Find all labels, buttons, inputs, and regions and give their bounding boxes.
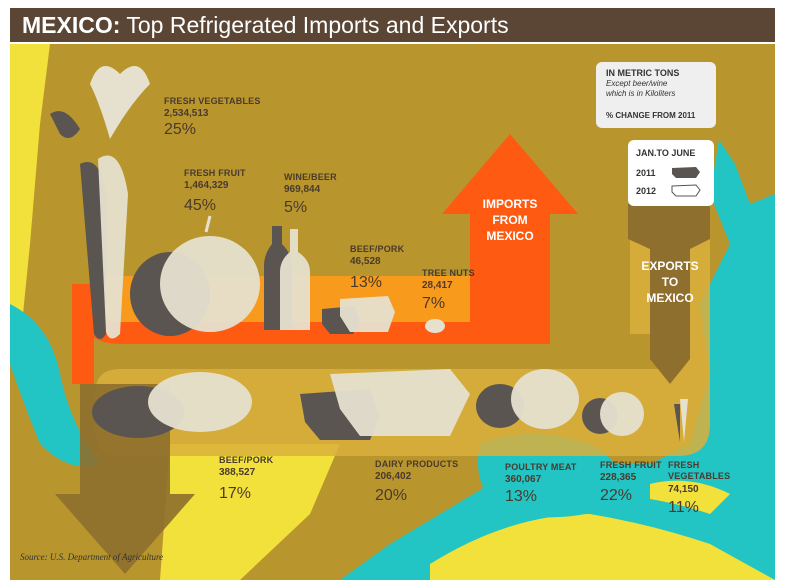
cattle-icon-small xyxy=(322,296,395,334)
pig-icon xyxy=(92,372,252,438)
import-value-beef: 46,528 xyxy=(350,256,381,267)
import-change-beef: 13% xyxy=(350,274,383,291)
export-change-poultry: 13% xyxy=(505,488,538,505)
unit-note: Except beer/wine which is in Kiloliters xyxy=(606,79,675,99)
fruit-icon-large xyxy=(130,215,260,336)
map-svg xyxy=(10,44,775,580)
title-rest: Top Refrigerated Imports and Exports xyxy=(120,12,509,38)
imports-arrow-line-2: FROM xyxy=(492,213,528,227)
period-legend: JAN.TO JUNE 2011 2012 xyxy=(628,140,714,206)
year-2012-label: 2012 xyxy=(636,186,657,196)
land-mexico xyxy=(160,444,340,580)
source-note: Source: U.S. Department of Agriculture xyxy=(20,552,164,562)
export-change-fruit: 22% xyxy=(600,487,633,504)
year-2011-label: 2011 xyxy=(636,168,656,178)
title-bar: MEXICO: Top Refrigerated Imports and Exp… xyxy=(10,8,775,42)
export-change-beef: 17% xyxy=(219,485,252,502)
unit-legend: IN METRIC TONS Except beer/wine which is… xyxy=(596,62,716,128)
cow-2012-icon xyxy=(671,184,701,197)
unit-line: IN METRIC TONS xyxy=(606,68,680,78)
unit-note-1: Except beer/wine xyxy=(606,79,668,88)
import-label-nuts: TREE NUTS xyxy=(422,268,475,278)
period-label: JAN.TO JUNE xyxy=(636,148,696,158)
exports-arrow-line-2: TO xyxy=(661,275,679,289)
vegetables-icon-small xyxy=(674,399,688,442)
import-value-wine: 969,844 xyxy=(284,184,321,195)
export-value-poultry: 360,067 xyxy=(505,474,542,485)
unit-note-2: which is in Kiloliters xyxy=(606,89,676,98)
import-change-fruit: 45% xyxy=(184,197,217,214)
land-northeast xyxy=(620,44,775,204)
vegetables-icon-large xyxy=(50,66,150,339)
title-bold: MEXICO: xyxy=(22,12,121,38)
nut-icon xyxy=(425,319,445,333)
cow-icon xyxy=(300,369,470,440)
map-background xyxy=(10,44,775,580)
land-cuba xyxy=(650,480,730,514)
export-value-fruit: 228,365 xyxy=(600,472,637,483)
exports-arrow-line-1: EXPORTS xyxy=(641,259,699,273)
import-label-fruit: FRESH FRUIT xyxy=(184,168,246,178)
imports-arrow-label: IMPORTS FROM MEXICO xyxy=(470,196,550,244)
export-label-beef: BEEF/PORK xyxy=(219,455,274,465)
export-value-vegetables: 74,150 xyxy=(668,484,699,495)
change-note: % CHANGE FROM 2011 xyxy=(606,111,696,120)
import-label-beef: BEEF/PORK xyxy=(350,244,405,254)
export-label-poultry: POULTRY MEAT xyxy=(505,462,577,472)
bottles-icon xyxy=(264,226,310,330)
imports-arrow-line-3: MEXICO xyxy=(486,229,534,243)
imports-arrow-tail-vertical xyxy=(72,284,94,384)
export-label-fruit: FRESH FRUIT xyxy=(600,460,662,470)
import-change-wine: 5% xyxy=(284,199,308,216)
page-title: MEXICO: Top Refrigerated Imports and Exp… xyxy=(22,12,509,38)
import-value-vegetables: 2,534,513 xyxy=(164,108,209,119)
import-value-nuts: 28,417 xyxy=(422,280,453,291)
import-value-fruit: 1,464,329 xyxy=(184,180,229,191)
import-change-vegetables: 25% xyxy=(164,121,197,138)
export-value-dairy: 206,402 xyxy=(375,471,412,482)
chicken-icon xyxy=(476,369,579,429)
export-change-dairy: 20% xyxy=(375,487,408,504)
imports-arrow-line-1: IMPORTS xyxy=(482,197,538,211)
sea-pacific xyxy=(10,304,100,467)
land-west-coast xyxy=(10,44,50,364)
import-change-nuts: 7% xyxy=(422,295,446,312)
import-label-vegetables: FRESH VEGETABLES xyxy=(164,96,261,106)
exports-arrow-line-3: MEXICO xyxy=(646,291,694,305)
export-label-vegetables: FRESH VEGETABLES xyxy=(668,460,731,481)
exports-arrow-label: EXPORTS TO MEXICO xyxy=(630,258,710,306)
import-label-wine: WINE/BEER xyxy=(284,172,337,182)
export-value-beef: 388,527 xyxy=(219,467,256,478)
exports-arrow xyxy=(628,204,710,384)
export-change-vegetables: 11% xyxy=(668,499,699,516)
land-central-america xyxy=(430,514,775,580)
fruit-icon-small xyxy=(582,392,644,436)
export-label-dairy: DAIRY PRODUCTS xyxy=(375,459,459,469)
imports-arrow xyxy=(442,134,578,344)
cow-legend-icons xyxy=(671,167,701,197)
cow-2011-icon xyxy=(672,167,700,178)
